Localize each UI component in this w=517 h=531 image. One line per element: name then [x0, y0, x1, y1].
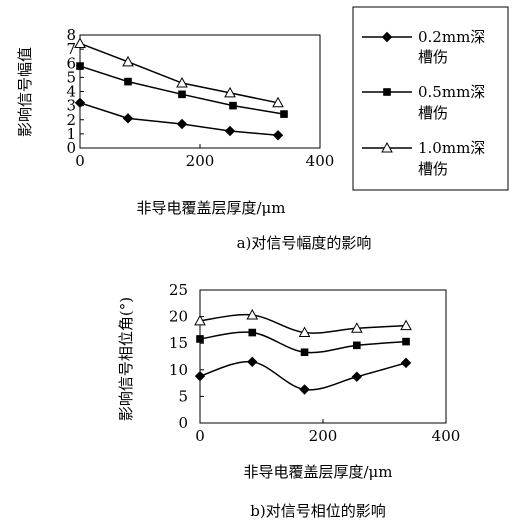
chart-a-series-1-point-2 — [178, 90, 186, 99]
chart-b-y-ticks: 0 5 10 15 20 25 — [169, 281, 204, 432]
chart-b-series-2-point-3 — [350, 322, 363, 333]
legend-marker-square — [383, 88, 391, 96]
chart-a-series-2-point-1 — [122, 55, 134, 67]
chart-b-plot-frame — [199, 289, 447, 424]
chart-a-ytick-label-1: 1 — [66, 125, 76, 143]
chart-a-plot-frame — [79, 34, 321, 149]
chart-a-ytick-label-5: 5 — [66, 68, 76, 86]
chart-a-series-2-point-3 — [224, 86, 236, 98]
chart-b-ytick-label-2: 10 — [169, 361, 188, 379]
legend-entry-1: 0.5mm深 槽伤 — [362, 83, 485, 122]
chart-a-series-0-point-3 — [224, 125, 236, 137]
legend-marker-shape-1 — [383, 88, 391, 96]
chart-a-series-line-1 — [79, 65, 285, 115]
chart-a-series-1-point-3 — [229, 101, 237, 110]
chart-a-series-0-point-0 — [74, 97, 86, 109]
chart-a-ytick-label-6: 6 — [66, 54, 76, 72]
chart-b-ylabel: 影响信号相位角(°) — [117, 297, 135, 421]
chart-b-series-0-point-2 — [299, 384, 310, 395]
legend-entry-2: 1.0mm深 槽伤 — [362, 139, 485, 178]
chart-b-ytick-label-1: 5 — [178, 387, 188, 405]
chart-a-series-1-point-1 — [124, 77, 132, 86]
chart-a-xtick-label-2: 400 — [306, 152, 335, 170]
legend-label-2-line1: 1.0mm深 — [418, 139, 485, 157]
chart-a-xtick-label-1: 200 — [186, 152, 215, 170]
legend-marker-shape-0 — [381, 31, 393, 43]
legend-marker-diamond — [381, 31, 393, 43]
legend-label-1-line1: 0.5mm深 — [418, 83, 485, 101]
chart-a-series-0-point-2 — [176, 118, 188, 130]
chart-b-ytick-label-3: 15 — [169, 334, 188, 352]
chart-a-series-2-point-2 — [176, 76, 188, 88]
chart-a-x-ticks: 0 200 400 — [75, 144, 334, 170]
chart-a-ytick-label-3: 3 — [66, 97, 76, 115]
chart-a-series-2-point-0 — [74, 37, 86, 48]
chart-b-ytick-label-0: 0 — [178, 414, 188, 432]
chart-phase: 影响信号相位角(°) 非导电覆盖层厚度/μm b)对信号相位的影响 0 5 10 15… — [117, 281, 460, 520]
chart-b-series-0-point-3 — [351, 371, 363, 382]
chart-b-series-2-point-2 — [298, 326, 311, 338]
chart-b-ytick-label-5: 25 — [169, 281, 188, 299]
chart-b-series-2-point-0 — [194, 314, 206, 326]
chart-b-series-0-point-1 — [247, 356, 258, 368]
chart-b-xtick-label-0: 0 — [195, 427, 205, 445]
legend: 0.2mm深 槽伤 0.5mm深 槽伤 1.0mm深 槽伤 — [352, 6, 509, 191]
chart-a-series — [74, 37, 288, 141]
chart-a-series-2-point-4 — [272, 96, 284, 108]
legend-entry-0: 0.2mm深 槽伤 — [362, 28, 485, 66]
chart-b-xtick-label-1: 200 — [309, 427, 338, 445]
chart-a-series-0-point-4 — [272, 130, 284, 141]
chart-b-series-line-0 — [199, 360, 407, 391]
chart-b-series-1-point-3 — [353, 341, 361, 350]
chart-b-xlabel: 非导电覆盖层厚度/μm — [243, 463, 392, 481]
chart-b-series-1-point-0 — [196, 335, 204, 343]
chart-a-xtick-label-0: 0 — [75, 152, 85, 170]
chart-a-ytick-label-7: 7 — [66, 40, 76, 58]
chart-b-series — [194, 308, 412, 395]
chart-a-ytick-label-4: 4 — [66, 83, 76, 101]
legend-label-0-line1: 0.2mm深 — [418, 28, 485, 46]
chart-b-series-1-point-2 — [300, 348, 309, 357]
chart-a-caption: a)对信号幅度的影响 — [237, 234, 372, 252]
chart-a-ytick-label-2: 2 — [66, 111, 76, 129]
chart-b-ytick-label-4: 20 — [169, 308, 188, 326]
chart-b-x-ticks: 0 200 400 — [195, 419, 460, 445]
legend-label-2-line2: 槽伤 — [418, 160, 448, 178]
chart-b-series-0-point-4 — [400, 357, 412, 369]
chart-b-caption: b)对信号相位的影响 — [250, 502, 385, 520]
chart-a-ylabel: 影响信号幅值 — [16, 47, 34, 137]
chart-a-ytick-label-0: 0 — [66, 139, 76, 157]
chart-a-series-1-point-0 — [76, 62, 84, 70]
chart-a-series-1-point-4 — [280, 110, 288, 118]
legend-marker-triangle — [381, 141, 393, 153]
chart-a-series-0-point-1 — [122, 113, 134, 124]
chart-amplitude: 影响信号幅值 非导电覆盖层厚度/μm a)对信号幅度的影响 012345678 … — [16, 26, 371, 252]
legend-label-0-line2: 槽伤 — [418, 48, 448, 66]
legend-label-1-line2: 槽伤 — [418, 104, 448, 122]
chart-b-series-1-point-4 — [402, 337, 410, 346]
chart-b-series-0-point-0 — [194, 370, 206, 382]
chart-b-series-2-point-1 — [246, 308, 259, 320]
chart-b-series-1-point-1 — [248, 328, 257, 337]
chart-a-ytick-label-8: 8 — [66, 26, 76, 44]
legend-marker-shape-2 — [381, 141, 393, 153]
chart-b-series-2-point-4 — [400, 319, 412, 331]
chart-b-xtick-label-2: 400 — [432, 427, 461, 445]
chart-a-xlabel: 非导电覆盖层厚度/μm — [136, 199, 285, 217]
